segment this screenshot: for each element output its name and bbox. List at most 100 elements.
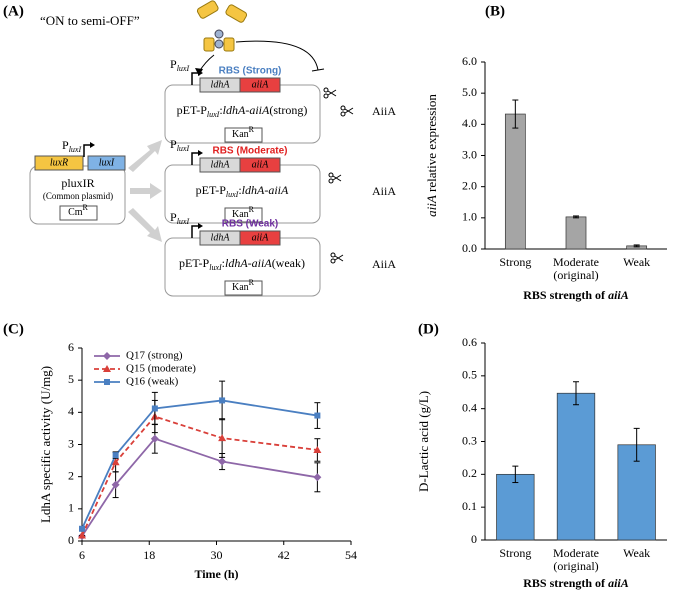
promoter-label-part: luxI [69, 145, 82, 154]
x-tick-label: 6 [79, 548, 85, 562]
plasmid-name-part: ldhA-aiiA [225, 256, 272, 270]
promoter-label-part: luxI [177, 144, 190, 153]
marker [103, 352, 111, 360]
x-tick-label: (original) [553, 268, 598, 282]
y-tick-label: 1 [68, 501, 74, 515]
plasmid-name-part: luxI [207, 110, 220, 119]
y-tick-label: 5.0 [462, 85, 477, 99]
promoter-label-part: P [170, 57, 177, 71]
marker-label: KanR [232, 125, 255, 140]
legend-label: Q16 (weak) [126, 376, 179, 388]
marker-label: KanR [232, 205, 255, 220]
plasmid-name-part: (weak) [272, 256, 305, 270]
protein-icon [203, 37, 215, 52]
marker-label-part: R [249, 205, 255, 214]
promoter-arrow [198, 70, 203, 76]
x-tick-label: Moderate [553, 255, 599, 269]
rbs-label: RBS (Weak) [222, 219, 279, 230]
plasmid-name-part: pET-P [196, 183, 227, 197]
x-tick-label: 30 [211, 548, 223, 562]
scissors-icon [344, 107, 354, 114]
scissors-icon [344, 108, 354, 115]
gene-label: aiiA [252, 159, 270, 170]
rbs-label: RBS (Moderate) [212, 146, 287, 157]
plasmid-name-part: ldhA-aiiA [242, 183, 289, 197]
x-tick-label: Weak [623, 255, 650, 269]
x-tick-label: Strong [499, 255, 531, 269]
legend-label: Q17 (strong) [126, 350, 183, 362]
marker [78, 531, 86, 539]
marker [112, 452, 119, 459]
bar [496, 473, 535, 541]
series-line [81, 415, 318, 536]
promoter-label-part: P [62, 138, 69, 152]
x-axis-title-part: aiiA [608, 288, 629, 302]
marker-box [224, 127, 263, 143]
y-tick-label: 6.0 [462, 54, 477, 68]
gene-box [239, 157, 281, 173]
branch-arrow [128, 208, 162, 242]
marker-label-part: Kan [232, 129, 249, 140]
x-axis-title-part: aiiA [608, 576, 629, 590]
y-tick-label: 1.0 [462, 210, 477, 224]
marker [151, 405, 158, 412]
gene-label: ldhA [211, 232, 231, 243]
scissors-icon [323, 87, 329, 93]
promoter-arrow [198, 223, 203, 229]
scissors-icon [332, 174, 342, 181]
marker-label-part: Kan [232, 209, 249, 220]
gene-box [34, 155, 84, 171]
x-axis-title-part: RBS strength of [523, 288, 608, 302]
y-tick-label: 0.0 [462, 241, 477, 255]
x-tick-label: Strong [499, 546, 531, 560]
promoter-arrow [83, 144, 91, 157]
y-tick-label: 0.1 [462, 499, 477, 513]
y-tick-label: 0 [68, 533, 74, 547]
marker-label-part: Cm [68, 207, 83, 218]
y-axis-title: D-Lactic acid (g/L) [416, 391, 431, 492]
marker [219, 397, 226, 404]
promoter-arrow [191, 225, 199, 238]
scissors-icon [330, 258, 336, 264]
marker [104, 379, 110, 385]
marker [313, 473, 322, 482]
x-axis-title: Time (h) [194, 567, 238, 581]
promoter-label-part: luxI [177, 64, 190, 73]
promoter-label: PluxI [62, 138, 81, 155]
x-tick-label: Moderate [553, 546, 599, 560]
legend-label: Q15 (moderate) [126, 363, 196, 375]
scissors-icon [334, 255, 344, 262]
plasmid-name: pET-PluxI:ldhA-aiiA(weak) [179, 256, 305, 273]
product-label: AiiA [372, 184, 396, 198]
y-tick-label: 0.4 [462, 400, 477, 414]
y-tick-label: 0.6 [462, 335, 477, 349]
inhibition-line [235, 40, 319, 71]
plasmid-name: pluxIR [61, 176, 94, 190]
plasmid-name-part: pET-P [177, 103, 208, 117]
plasmid-name-part: : [238, 183, 241, 197]
promoter-arrow [90, 142, 95, 148]
protein-icon [225, 4, 248, 23]
gene-label: luxI [99, 157, 115, 168]
y-tick-label: 3 [68, 436, 74, 450]
scissors-icon [340, 105, 346, 111]
x-tick-label: 18 [143, 548, 155, 562]
protein-icon [223, 37, 235, 52]
y-tick-label: 0.3 [462, 433, 477, 447]
y-tick-label: 0 [471, 532, 477, 546]
x-axis-title: RBS strength of aiiA [523, 576, 628, 590]
y-tick-label: 5 [68, 372, 74, 386]
y-axis-title: LdhA specific activity (U/mg) [38, 366, 53, 523]
y-tick-label: 0.5 [462, 368, 477, 382]
x-tick-label: Weak [623, 546, 650, 560]
marker [79, 525, 85, 532]
product-label: AiiA [372, 257, 396, 271]
panel-label: (D) [418, 321, 439, 337]
promoter-label-part: luxI [177, 217, 190, 226]
gene-box [239, 230, 281, 246]
protein-icon [196, 0, 219, 19]
y-axis-title-part: relative expression [424, 94, 439, 196]
marker-label-part: R [83, 203, 89, 212]
plasmid-name: pET-PluxI:ldhA-aiiA [196, 183, 289, 200]
x-tick-label: 42 [278, 548, 290, 562]
